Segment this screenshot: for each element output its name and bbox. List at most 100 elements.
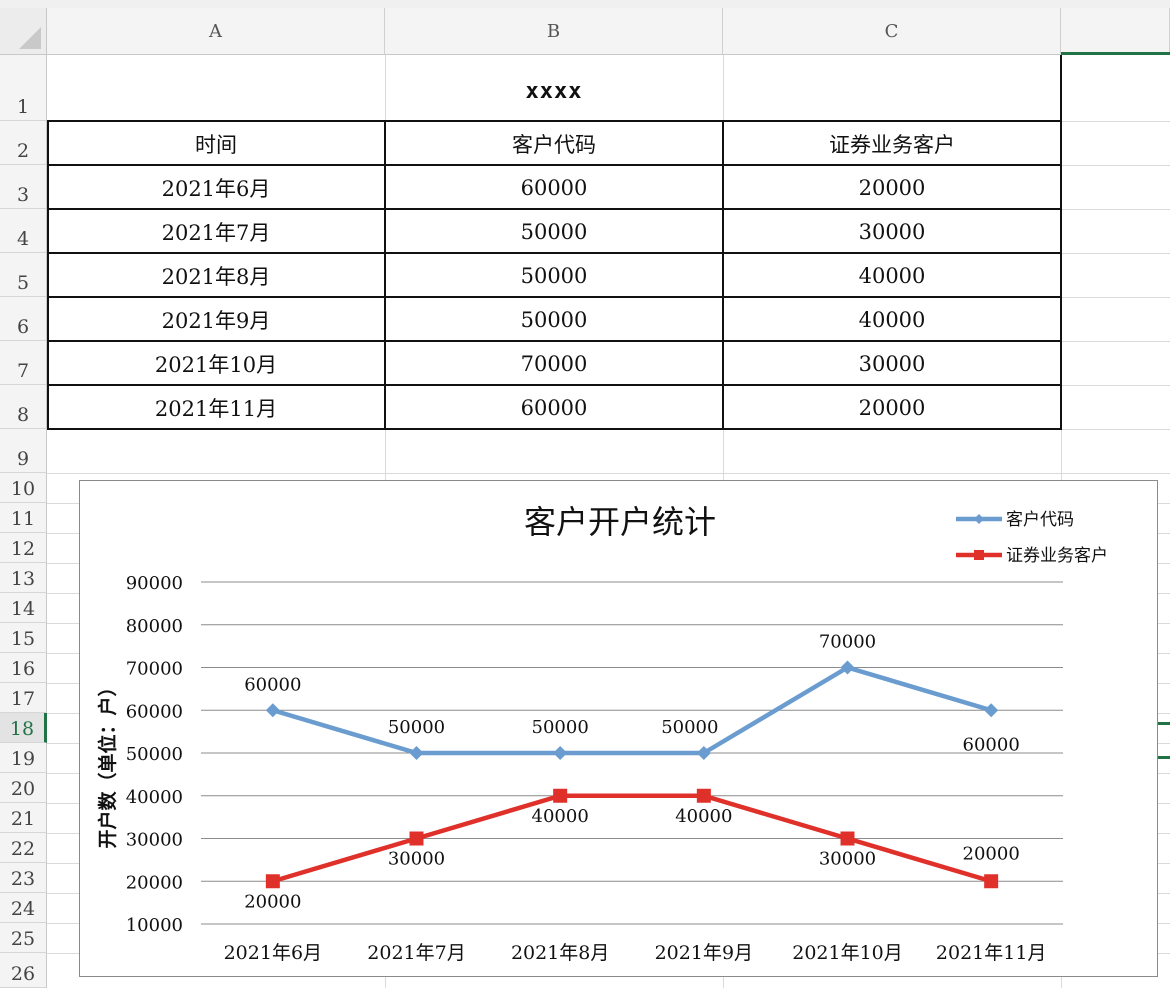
- table-cell[interactable]: 20000: [858, 176, 926, 200]
- table-cell[interactable]: 50000: [520, 220, 588, 244]
- chart-title: 客户开户统计: [524, 503, 716, 541]
- data-point-marker: [696, 746, 711, 760]
- selection-edge-top: [1158, 722, 1170, 725]
- series-line-1: [272, 665, 992, 756]
- data-point-marker: [409, 831, 424, 846]
- table-cell[interactable]: 2021年10月: [154, 353, 278, 377]
- row-header-4[interactable]: 4: [0, 209, 47, 253]
- data-point-marker: [696, 788, 711, 803]
- table-cell[interactable]: 40000: [858, 264, 926, 288]
- y-tick-label: 20000: [126, 872, 183, 893]
- table-header-cell[interactable]: 客户代码: [512, 133, 596, 157]
- table-border-line: [47, 121, 49, 430]
- legend-marker: [974, 550, 984, 560]
- data-point-marker: [984, 703, 999, 718]
- line-chart[interactable]: 客户开户统计 开户数（单位：户） 10000 20000 30000 40000 50000…: [79, 480, 1158, 977]
- table-header-cell[interactable]: 证券业务客户: [829, 133, 955, 157]
- row-header-20[interactable]: 20: [0, 773, 47, 803]
- data-label: 20000: [963, 843, 1020, 864]
- y-tick-label: 60000: [126, 701, 183, 722]
- row-header-3[interactable]: 3: [0, 165, 47, 209]
- x-tick-label: 2021年9月: [655, 942, 753, 964]
- row-header-13[interactable]: 13: [0, 563, 47, 593]
- row-header-5[interactable]: 5: [0, 253, 47, 297]
- table-cell[interactable]: 2021年11月: [154, 397, 278, 421]
- table-cell[interactable]: 2021年6月: [161, 177, 271, 201]
- row-header-25[interactable]: 25: [0, 923, 47, 953]
- y-tick-label: 30000: [126, 830, 183, 851]
- row-header-8[interactable]: 8: [0, 385, 47, 429]
- data-label: 50000: [532, 717, 589, 738]
- x-tick-label: 2021年8月: [511, 942, 609, 964]
- table-cell[interactable]: 40000: [858, 308, 926, 332]
- data-label: 60000: [244, 674, 301, 695]
- table-cell[interactable]: 2021年7月: [161, 221, 271, 245]
- legend-marker: [974, 514, 984, 524]
- column-header-b[interactable]: B: [385, 8, 723, 55]
- y-tick-label: 10000: [126, 915, 183, 936]
- row-header-1[interactable]: 1: [0, 55, 47, 121]
- row-header-26[interactable]: 26: [0, 953, 47, 988]
- column-header-c[interactable]: C: [723, 8, 1061, 55]
- data-point-marker: [840, 660, 855, 675]
- grid-row-line: [47, 473, 1170, 474]
- row-header-10[interactable]: 10: [0, 473, 47, 503]
- select-all-button[interactable]: [0, 8, 47, 55]
- data-point-marker: [984, 874, 999, 889]
- table-border-line: [47, 208, 1062, 210]
- table-border-line: [47, 252, 1062, 254]
- data-label: 50000: [388, 717, 445, 738]
- column-header-d[interactable]: [1061, 8, 1170, 55]
- row-header-21[interactable]: 21: [0, 803, 47, 833]
- column-header-a[interactable]: A: [47, 8, 385, 55]
- row-header-19[interactable]: 19: [0, 743, 47, 773]
- table-cell[interactable]: 2021年9月: [161, 309, 271, 333]
- table-title[interactable]: xxxx: [525, 78, 583, 104]
- x-tick-label: 2021年7月: [367, 942, 465, 964]
- row-header-12[interactable]: 12: [0, 533, 47, 563]
- x-tick-label: 2021年11月: [936, 942, 1047, 964]
- table-border-line: [47, 384, 1062, 386]
- row-header-9[interactable]: 9: [0, 429, 47, 473]
- x-tick-label: 2021年10月: [792, 942, 903, 964]
- x-tick-label: 2021年6月: [224, 942, 322, 964]
- row-header-17[interactable]: 17: [0, 683, 47, 713]
- row-header-11[interactable]: 11: [0, 503, 47, 533]
- row-header-16[interactable]: 16: [0, 653, 47, 683]
- row-header-14[interactable]: 14: [0, 593, 47, 623]
- table-border-line: [47, 296, 1062, 298]
- row-header-18[interactable]: 18: [0, 713, 47, 743]
- table-cell[interactable]: 30000: [858, 352, 926, 376]
- table-cell[interactable]: 60000: [520, 396, 588, 420]
- row-header-23[interactable]: 23: [0, 863, 47, 893]
- data-point-marker: [840, 831, 855, 846]
- data-point-marker: [553, 746, 568, 760]
- row-header-6[interactable]: 6: [0, 297, 47, 341]
- table-cell[interactable]: 50000: [520, 308, 588, 332]
- y-tick-label: 70000: [126, 659, 183, 680]
- row-header-2[interactable]: 2: [0, 121, 47, 165]
- data-label: 70000: [819, 632, 876, 653]
- table-cell[interactable]: 20000: [858, 396, 926, 420]
- table-border-line: [47, 428, 1062, 430]
- row-header-7[interactable]: 7: [0, 341, 47, 385]
- table-border-line: [47, 340, 1062, 342]
- row-header-22[interactable]: 22: [0, 833, 47, 863]
- table-header-cell[interactable]: 时间: [195, 133, 237, 157]
- row-header-24[interactable]: 24: [0, 893, 47, 923]
- table-cell[interactable]: 50000: [520, 264, 588, 288]
- table-border-line: [384, 121, 386, 430]
- table-cell[interactable]: 70000: [520, 352, 588, 376]
- row-header-15[interactable]: 15: [0, 623, 47, 653]
- table-cell[interactable]: 30000: [858, 220, 926, 244]
- data-label: 30000: [388, 849, 445, 870]
- data-point-marker: [265, 703, 280, 718]
- y-axis-label: 开户数（单位：户）: [96, 677, 119, 848]
- legend-label: 证券业务客户: [1006, 546, 1108, 566]
- table-cell[interactable]: 2021年8月: [161, 265, 271, 289]
- table-cell[interactable]: 60000: [520, 176, 588, 200]
- data-label: 50000: [661, 717, 718, 738]
- table-border-line: [47, 120, 1062, 122]
- data-point-marker: [265, 874, 280, 889]
